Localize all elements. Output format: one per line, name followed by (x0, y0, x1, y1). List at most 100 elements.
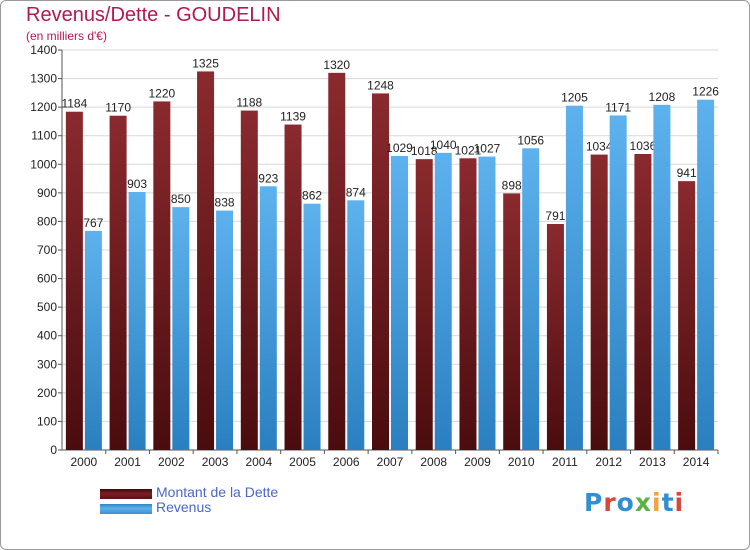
debt-value-label-2007: 1248 (367, 78, 394, 92)
y-tick-label: 100 (37, 414, 57, 428)
y-tick-label: 300 (37, 357, 57, 371)
debt-bar-2004 (240, 110, 258, 451)
debt-bar-2012 (590, 154, 608, 451)
x-tick-label-2011: 2011 (552, 455, 578, 469)
debt-value-label-2000: 1184 (61, 97, 87, 111)
logo-letter: i (652, 488, 662, 517)
debt-bar-2014 (678, 181, 696, 450)
revenue-bar-2011 (565, 105, 583, 450)
y-tick-label: 200 (37, 386, 57, 400)
debt-bar-2005 (284, 124, 302, 451)
debt-bar-2001 (109, 115, 127, 450)
debt-bar-2003 (197, 71, 215, 450)
x-tick-label-2012: 2012 (595, 455, 622, 469)
revenue-value-label-2009: 1027 (474, 142, 501, 156)
revenue-bar-2009 (478, 156, 496, 451)
x-tick-label-2004: 2004 (245, 455, 272, 469)
debt-bar-2013 (634, 154, 652, 450)
debt-value-label-2002: 1220 (148, 86, 175, 100)
logo-letter: P (584, 488, 604, 517)
revenue-bar-2002 (172, 207, 190, 450)
debt-value-label-2014: 941 (677, 166, 697, 180)
x-tick-label-2014: 2014 (683, 455, 710, 469)
debt-bar-2007 (372, 93, 389, 450)
revenue-value-label-2008: 1040 (430, 138, 457, 152)
revenue-bar-2012 (609, 115, 627, 450)
revenue-value-label-2007: 1029 (386, 141, 413, 155)
x-tick-label-2009: 2009 (464, 455, 491, 469)
revenue-bar-2010 (522, 148, 540, 451)
revenue-value-label-2010: 1056 (517, 133, 544, 147)
debt-value-label-2004: 1188 (236, 96, 262, 110)
revenue-bar-2014 (697, 99, 715, 450)
logo-letter: i (674, 488, 685, 517)
x-tick-label-2007: 2007 (377, 455, 404, 469)
x-tick-label-2005: 2005 (289, 455, 316, 469)
y-tick-label: 0 (50, 443, 57, 457)
y-tick-label: 800 (37, 214, 57, 228)
chart-subtitle: (en milliers d'€) (26, 29, 107, 43)
revenue-bar-2003 (216, 210, 234, 450)
y-tick-label: 500 (37, 300, 57, 314)
y-tick-label: 700 (37, 243, 57, 257)
revenue-value-label-2011: 1205 (561, 91, 588, 105)
logo-letter: r (603, 488, 617, 517)
debt-value-label-2010: 898 (502, 178, 522, 192)
debt-value-label-2001: 1170 (105, 101, 131, 115)
debt-bar-2011 (546, 224, 564, 450)
logo-letter: x (634, 488, 652, 517)
x-tick-label-2001: 2001 (114, 455, 141, 469)
legend-swatch-debt (100, 489, 152, 499)
proxiti-logo: Proxiti (584, 488, 684, 517)
debt-value-label-2003: 1325 (192, 56, 219, 70)
x-tick-label-2010: 2010 (508, 455, 535, 469)
y-tick-label: 600 (37, 272, 57, 286)
revenue-value-label-2012: 1171 (605, 100, 631, 114)
debt-bar-2010 (503, 193, 521, 450)
legend-swatch-revenue (100, 504, 152, 514)
x-tick-label-2003: 2003 (202, 455, 229, 469)
revenue-bar-2013 (653, 104, 671, 450)
x-tick-label-2013: 2013 (639, 455, 666, 469)
revenue-value-label-2000: 767 (83, 216, 103, 230)
debt-value-label-2011: 791 (545, 209, 565, 223)
y-tick-label: 900 (37, 186, 57, 200)
debt-value-label-2012: 1034 (586, 140, 613, 154)
revenue-value-label-2004: 923 (258, 171, 278, 185)
revenue-bar-2000 (84, 230, 102, 450)
revenue-bar-2007 (391, 156, 408, 450)
y-tick-label: 1200 (30, 100, 57, 114)
revenue-value-label-2005: 862 (302, 189, 322, 203)
x-tick-label-2002: 2002 (158, 455, 185, 469)
logo-letter: t (661, 488, 675, 517)
revenue-value-label-2013: 1208 (649, 90, 676, 104)
x-tick-label-2000: 2000 (71, 455, 98, 469)
revenue-value-label-2001: 903 (127, 177, 147, 191)
x-tick-label-2006: 2006 (333, 455, 360, 469)
debt-bar-2002 (153, 101, 171, 450)
y-tick-label: 400 (37, 329, 57, 343)
revenue-bar-2006 (347, 200, 365, 450)
y-tick-label: 1000 (30, 157, 57, 171)
debt-bar-2008 (415, 159, 433, 450)
debt-value-label-2008: 1018 (411, 144, 438, 158)
revenue-bar-2005 (303, 203, 321, 450)
revenue-bar-2001 (128, 192, 146, 450)
revenue-bar-2008 (434, 152, 452, 450)
debt-value-label-2009: 1021 (455, 143, 482, 157)
y-tick-label: 1100 (31, 129, 57, 143)
debt-value-label-2006: 1320 (323, 58, 350, 72)
revenue-value-label-2006: 874 (346, 185, 366, 199)
revenue-value-label-2003: 838 (215, 196, 235, 210)
x-tick-label-2008: 2008 (420, 455, 447, 469)
debt-value-label-2013: 1036 (630, 139, 657, 153)
legend-label-revenue: Revenus (156, 499, 212, 515)
revenue-value-label-2014: 1226 (692, 85, 719, 99)
chart-title: Revenus/Dette - GOUDELIN (26, 4, 281, 26)
revenue-bar-2004 (259, 186, 277, 451)
debt-bar-2009 (459, 158, 477, 451)
y-tick-label: 1400 (30, 43, 57, 57)
debt-bar-2000 (65, 111, 83, 450)
y-tick-label: 1300 (30, 72, 57, 86)
